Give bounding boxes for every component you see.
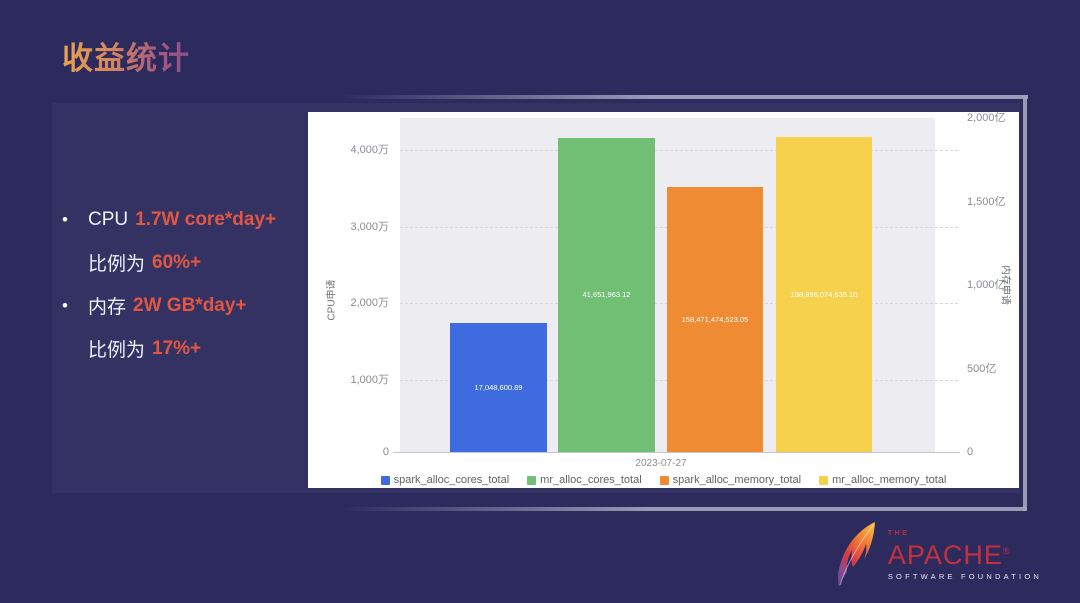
legend-swatch-icon [819,475,829,485]
logo-subtitle: SOFTWARE FOUNDATION [887,571,1042,581]
bullet-sublead: 比例为 [88,254,146,275]
right-axis-tick: 500亿 [967,363,997,375]
apache-software-foundation-logo: THE APACHE® SOFTWARE FOUNDATION [833,521,1042,589]
bar-value-label: 41,651,963.12 [582,290,631,300]
registered-mark-icon: ® [1002,545,1011,556]
logo-apache-text: APACHE [887,539,1003,570]
bullet-subvalue: 60%+ [152,251,202,273]
chart-card: 4,000万 3,000万 2,000万 1,000万 0 2,000亿 1,5… [308,112,1019,488]
bars-layer: 17,048,600.89 41,651,963.12 158,471,474,… [400,118,935,452]
bullet-lead: 内存 [88,297,127,318]
bar-mr-alloc-memory-total: 188,896,074,635.10 [776,136,872,452]
page-title: 收益统计 [62,33,190,78]
left-axis-tick: 1,000万 [350,374,389,386]
bullet-icon: • [62,295,68,315]
decorative-frame-bottom [340,507,1027,511]
left-axis-tick: 2,000万 [350,297,389,309]
left-axis-tick: 4,000万 [350,144,389,156]
right-axis-tick: 0 [967,446,974,458]
decorative-frame-top [340,95,1028,99]
legend-item[interactable]: mr_alloc_cores_total [527,474,642,486]
apache-feather-icon [837,522,875,587]
bar-value-label: 158,471,474,523.05 [681,315,749,325]
left-axis-tick: 3,000万 [350,221,389,233]
legend-item[interactable]: mr_alloc_memory_total [819,474,946,486]
x-axis-line [393,452,960,453]
bullet-icon: • [62,209,68,229]
logo-the: THE [887,529,910,537]
legend-label: spark_alloc_memory_total [672,474,802,486]
legend-label: mr_alloc_memory_total [832,474,947,486]
bar-spark-alloc-cores-total: 17,048,600.89 [450,323,547,452]
bullet-lead: CPU [88,208,129,230]
decorative-frame-right [1023,95,1027,511]
bar-value-label: 188,896,074,635.10 [790,289,858,299]
logo-text: THE APACHE® SOFTWARE FOUNDATION [888,530,1042,581]
bullet-sublead: 比例为 [88,340,146,361]
bullet-list: • CPU 1.7W core*day+ 比例为 60%+ • 内存 2W GB… [62,198,322,370]
legend-label: mr_alloc_cores_total [540,474,642,486]
bullet-value: 1.7W core*day+ [135,208,277,230]
list-item: 比例为 17%+ [62,327,322,370]
chart-legend: spark_alloc_cores_total mr_alloc_cores_t… [308,474,1019,486]
list-item: 比例为 60%+ [62,241,322,284]
right-axis-tick: 2,000亿 [967,112,1006,124]
logo-wordmark: APACHE® [888,538,1042,569]
right-axis-title: 内存申请 [999,265,1011,305]
gridline [400,150,958,151]
bar-value-label: 17,048,600.89 [474,383,523,393]
list-item: • 内存 2W GB*day+ [62,284,322,327]
left-axis-title: CPU申请 [326,279,338,321]
right-axis-tick: 1,500亿 [967,196,1006,208]
bar-spark-alloc-memory-total: 158,471,474,523.05 [667,187,763,452]
bullet-subvalue: 17%+ [152,337,202,359]
bar-mr-alloc-cores-total: 41,651,963.12 [558,137,655,452]
x-axis-tick-date: 2023-07-27 [635,458,687,469]
legend-swatch-icon [380,475,390,485]
list-item: • CPU 1.7W core*day+ [62,198,322,241]
legend-item[interactable]: spark_alloc_memory_total [659,474,802,486]
left-axis-tick: 0 [382,446,389,458]
legend-label: spark_alloc_cores_total [393,474,510,486]
bullet-value: 2W GB*day+ [133,294,247,316]
legend-item[interactable]: spark_alloc_cores_total [380,474,510,486]
right-axis-tick: 1,000亿 [967,279,1006,291]
legend-swatch-icon [659,475,669,485]
legend-swatch-icon [527,475,537,485]
